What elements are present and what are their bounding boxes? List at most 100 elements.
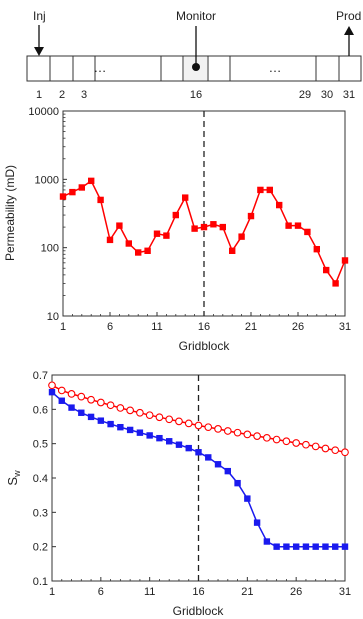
ellipsis-right: … [269,60,282,75]
permeability-series-0-point [88,177,95,185]
saturation-series-0-point [311,442,320,451]
permeability-ytick-label: 10 [47,311,59,323]
saturation-series-1-point [244,495,251,502]
permeability-series-0-point [153,230,161,237]
saturation-ytick-label: 0.5 [33,439,48,451]
permeability-series-0-point [191,225,198,232]
saturation-series-1-point [175,441,183,448]
saturation-series-1-point [224,467,231,475]
saturation-series-1-point [302,543,310,550]
saturation-ytick-label: 0.7 [33,370,48,382]
prod-label: Prod [336,9,361,23]
saturation-xtick-label: 26 [290,586,302,598]
saturation-series-1-point [97,417,105,424]
saturation-series-0-point [292,439,301,447]
permeability-series-0-point [172,211,179,219]
saturation-series-0-point [341,448,349,457]
saturation-series-0-point [116,404,125,412]
permeability-xtick-label: 31 [339,321,351,333]
saturation-series-1-point [156,434,163,442]
saturation-series-1-point [283,543,290,550]
saturation-series-0-point [136,408,144,417]
permeability-series-0-point [238,233,245,240]
saturation-series-0-point [321,444,330,453]
permeability-series-0-point [182,194,189,201]
saturation-series-0-point [155,413,164,422]
saturation-xtick-label: 31 [339,586,351,598]
saturation-series-0-point [145,411,154,420]
saturation-xtick-label: 16 [192,586,204,598]
permeability-xtick-label: 1 [60,321,66,333]
saturation-series-0-point [77,392,86,401]
permeability-series-0-point [285,222,292,229]
saturation-ticks: 1 6 11 16 21 26 310.10.20.30.40.50.60.7 [33,370,351,598]
prod-arrow-head [344,26,354,35]
saturation-series-0-point [184,419,193,428]
saturation-series-0-point [204,423,213,432]
permeability-ylabel: Permeability (mD) [3,165,17,261]
saturation-series-0-point [243,430,252,439]
permeability-series-0-point [266,186,273,194]
saturation-series-1-point [322,543,329,550]
saturation-xtick-label: 6 [98,586,104,598]
saturation-series-1-point [58,397,65,404]
permeability-series-0-point [276,201,283,209]
saturation-series-1-point [166,438,173,445]
saturation-series-1-point [214,461,222,468]
saturation-series-1-point [332,543,339,550]
permeability-series-0-point [323,266,330,274]
saturation-series-1-point [185,444,192,452]
saturation-series-1-point [126,426,134,434]
permeability-series-0-point [257,186,264,194]
permeability-ytick-label: 1000 [35,174,59,186]
schematic-block-label: 30 [321,89,333,101]
permeability-ytick-label: 10000 [28,106,59,118]
schematic-block-labels: 1 2 3 16 29 30 31 [36,89,355,101]
saturation-series-1-point [312,543,319,550]
saturation-series-1-point [341,543,349,550]
permeability-series-0-point [116,222,123,229]
saturation-series-0-point [106,401,115,410]
saturation-xlabel: Gridblock [173,604,225,618]
permeability-series-0-point [106,236,114,244]
permeability-xtick-label: 26 [292,321,304,333]
saturation-ytick-label: 0.1 [33,576,48,588]
saturation-series-0-point [194,421,203,430]
saturation-series-0-point [233,428,242,437]
saturation-series-1-point [234,479,241,487]
saturation-series-1-point [78,409,85,416]
saturation-series-1-point [68,404,75,411]
gridblock-schematic: … … Inj Monitor Prod 1 2 3 16 29 30 31 [26,9,362,101]
saturation-series-1-point [87,413,95,421]
inj-arrow-head [34,47,44,56]
ellipsis-left: … [94,60,107,75]
permeability-series-0-point [69,188,76,196]
permeability-series-0-point [97,196,104,204]
permeability-xlabel: Gridblock [179,339,231,353]
saturation-series-0-point [253,432,261,440]
permeability-series-0-point [135,249,142,256]
schematic-block-label: 3 [81,89,87,101]
permeability-series-0-point [163,232,170,239]
permeability-series-0-point [313,245,320,253]
saturation-series-1-point [292,543,300,550]
saturation-series-1-point [195,449,202,456]
saturation-chart: 1 6 11 16 21 26 310.10.20.30.40.50.60.7 Gridbl… [5,370,351,618]
permeability-xtick-label: 21 [245,321,257,333]
saturation-xtick-label: 1 [49,586,55,598]
saturation-series [48,381,349,550]
permeability-series-0-point [125,240,132,247]
saturation-series-1-point [48,388,56,396]
permeability-xtick-label: 16 [198,321,210,333]
monitor-dot [192,63,200,71]
saturation-series-0-point [331,446,340,455]
saturation-ylabel: Sw [5,470,22,486]
saturation-xtick-label: 21 [241,586,253,598]
permeability-series-0-point [294,222,302,229]
permeability-series-0-point [210,221,217,228]
schematic-block-label: 2 [59,89,65,101]
saturation-series-0-point [165,415,174,424]
saturation-series-0-point [175,417,183,426]
